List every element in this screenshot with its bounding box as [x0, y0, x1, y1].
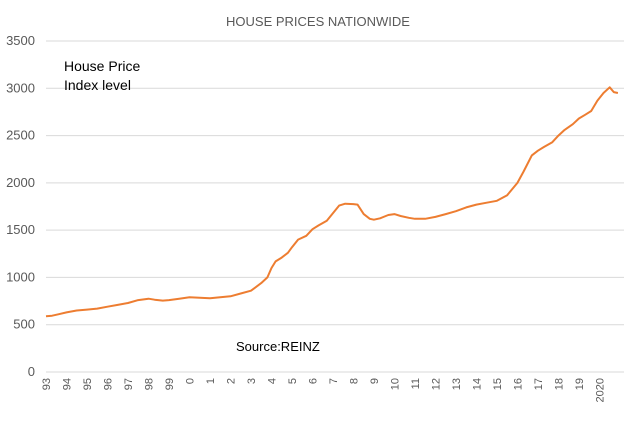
x-tick-label: 15: [492, 378, 504, 390]
x-tick-label: 94: [61, 378, 73, 390]
x-tick-label: 5: [287, 378, 299, 384]
y-tick-label: 2500: [6, 128, 35, 143]
x-tick-label: 95: [82, 378, 94, 390]
x-tick-label: 19: [574, 378, 586, 390]
x-tick-label: 2020: [594, 378, 606, 402]
x-tick-label: 11: [410, 378, 422, 389]
y-tick-label: 3000: [6, 80, 35, 95]
x-tick-label: 6: [307, 378, 319, 384]
x-tick-label: 16: [512, 378, 524, 390]
y-tick-label: 500: [13, 317, 35, 332]
annotation-line-1: House Price: [64, 58, 140, 74]
x-tick-label: 14: [471, 378, 483, 390]
annotation-line-2: Index level: [64, 77, 131, 93]
x-tick-label: 2: [225, 378, 237, 384]
x-axis-tick-labels: 93 94 95 96 97 98 99 0 1 2 3 4 5 6 7 8 9 10 11 12 13 14 15 16 17…: [41, 378, 606, 402]
x-tick-label: 4: [266, 378, 278, 384]
x-tick-label: 98: [143, 378, 155, 390]
x-tick-label: 12: [430, 378, 442, 390]
series-line-0: [45, 86, 619, 318]
x-tick-label: 9: [369, 378, 381, 384]
x-tick-label: 13: [451, 378, 463, 390]
x-tick-label: 97: [123, 378, 135, 390]
x-tick-label: 18: [553, 378, 565, 390]
x-tick-label: 1: [205, 378, 217, 384]
y-tick-label: 0: [28, 364, 35, 379]
series-group: [45, 86, 619, 318]
chart-title: HOUSE PRICES NATIONWIDE: [226, 14, 410, 29]
x-tick-label: 93: [41, 378, 53, 390]
x-tick-label: 96: [102, 378, 114, 390]
x-tick-label: 10: [389, 378, 401, 390]
x-tick-label: 7: [328, 378, 340, 384]
x-tick-label: 0: [184, 378, 196, 384]
y-tick-label: 2000: [6, 175, 35, 190]
source-label: Source:REINZ: [236, 339, 320, 354]
y-tick-label: 3500: [6, 33, 35, 48]
y-axis-tick-labels: 0 500 1000 1500 2000 2500 3000 3500: [6, 33, 35, 379]
y-tick-label: 1500: [6, 222, 35, 237]
gridlines: [46, 40, 624, 326]
x-tick-label: 17: [533, 378, 545, 390]
x-tick-label: 8: [348, 378, 360, 384]
x-tick-label: 3: [246, 378, 258, 384]
x-tick-label: 99: [164, 378, 176, 390]
y-tick-label: 1000: [6, 269, 35, 284]
